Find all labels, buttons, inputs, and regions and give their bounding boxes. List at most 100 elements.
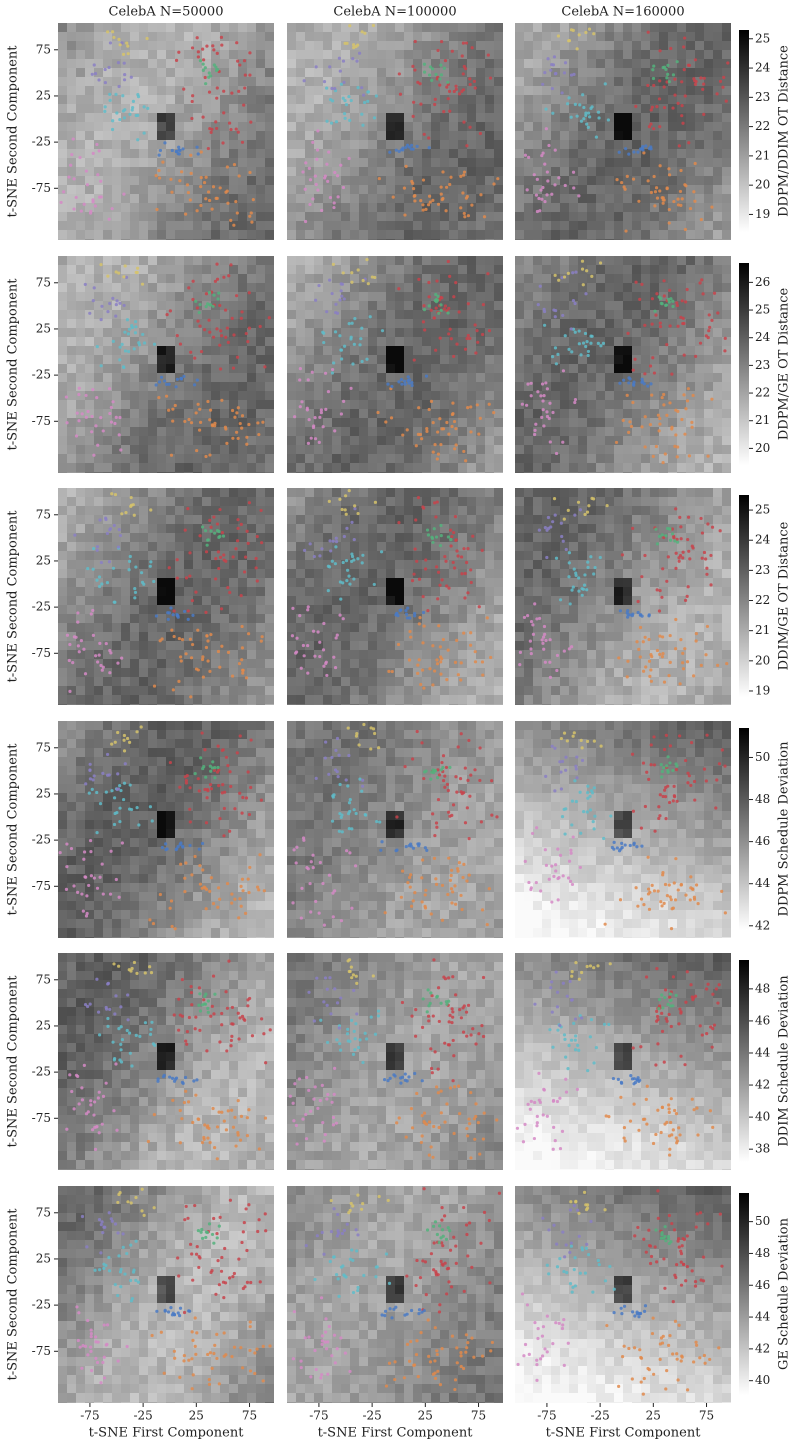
heatmap-cell xyxy=(166,346,175,355)
cluster-point xyxy=(248,171,251,174)
heatmap-cell xyxy=(494,185,503,194)
heatmap-cell xyxy=(211,176,220,185)
heatmap-cell xyxy=(524,68,533,77)
heatmap-cell xyxy=(296,194,305,203)
heatmap-cell xyxy=(139,86,148,95)
heatmap-cell xyxy=(440,50,449,59)
heatmap-cell xyxy=(524,310,533,319)
heatmap-cell xyxy=(175,77,184,86)
cluster-point xyxy=(397,287,400,290)
heatmap-cell xyxy=(359,436,368,445)
cluster-point xyxy=(215,127,218,130)
heatmap-cell xyxy=(341,131,350,140)
cluster-point xyxy=(701,292,704,295)
heatmap-cell xyxy=(542,463,551,472)
cluster-point xyxy=(108,412,111,415)
heatmap-cell xyxy=(431,364,440,373)
cluster-point xyxy=(437,203,440,206)
heatmap-cell xyxy=(395,301,404,310)
cluster-point xyxy=(204,455,207,458)
cluster-point xyxy=(658,125,661,128)
heatmap-cell xyxy=(148,364,157,373)
heatmap-cell xyxy=(314,68,323,77)
heatmap-cell xyxy=(211,319,220,328)
cluster-point xyxy=(542,408,545,411)
heatmap-cell xyxy=(605,400,614,409)
heatmap-cell xyxy=(614,32,623,41)
cluster-point xyxy=(111,207,114,210)
cluster-point xyxy=(165,383,168,386)
heatmap-cell xyxy=(515,149,524,158)
heatmap-cell xyxy=(431,463,440,472)
heatmap-cell xyxy=(112,194,121,203)
heatmap-cell xyxy=(220,194,229,203)
heatmap-cell xyxy=(605,454,614,463)
heatmap-cell xyxy=(632,310,641,319)
cluster-point xyxy=(700,278,703,281)
cluster-point xyxy=(345,103,348,106)
heatmap-cell xyxy=(476,382,485,391)
cluster-point xyxy=(672,200,675,203)
heatmap-cell xyxy=(139,533,148,542)
cluster-point xyxy=(136,114,139,117)
cluster-point xyxy=(438,84,441,87)
cluster-point xyxy=(663,85,666,88)
cluster-point xyxy=(540,198,543,201)
heatmap-cell xyxy=(704,212,713,221)
heatmap-cell xyxy=(112,418,121,427)
heatmap-cell xyxy=(677,41,686,50)
heatmap-cell xyxy=(256,355,265,364)
cluster-point xyxy=(343,99,346,102)
heatmap-cell xyxy=(587,203,596,212)
heatmap-cell xyxy=(668,454,677,463)
cluster-point xyxy=(340,295,343,298)
heatmap-cell xyxy=(58,506,67,515)
cluster-point xyxy=(417,433,420,436)
cluster-point xyxy=(466,406,469,409)
heatmap-cell xyxy=(587,176,596,185)
heatmap-cell xyxy=(341,391,350,400)
heatmap-cell xyxy=(265,149,274,158)
heatmap-cell xyxy=(413,373,422,382)
heatmap-cell xyxy=(94,497,103,506)
heatmap-cell xyxy=(596,409,605,418)
heatmap-cell xyxy=(713,50,722,59)
heatmap-cell xyxy=(659,283,668,292)
heatmap-cell xyxy=(211,167,220,176)
cluster-point xyxy=(567,96,570,99)
cluster-point xyxy=(679,190,682,193)
heatmap-cell xyxy=(524,454,533,463)
heatmap-cell xyxy=(485,301,494,310)
cluster-point xyxy=(356,86,359,89)
cluster-point xyxy=(143,105,146,108)
heatmap-cell xyxy=(551,230,560,239)
heatmap-cell xyxy=(578,158,587,167)
heatmap-cell xyxy=(211,488,220,497)
cluster-point xyxy=(535,193,538,196)
heatmap-cell xyxy=(713,436,722,445)
heatmap-cell xyxy=(184,310,193,319)
heatmap-cell xyxy=(350,176,359,185)
heatmap-cell xyxy=(211,373,220,382)
heatmap-cell xyxy=(359,319,368,328)
heatmap-cell xyxy=(623,355,632,364)
cluster-point xyxy=(107,66,110,69)
cluster-point xyxy=(624,229,627,232)
heatmap-cell xyxy=(229,32,238,41)
cluster-point xyxy=(110,421,113,424)
heatmap-cell xyxy=(560,221,569,230)
heatmap-cell xyxy=(605,382,614,391)
heatmap-cell xyxy=(359,41,368,50)
heatmap-cell xyxy=(623,113,632,122)
cluster-point xyxy=(179,342,182,345)
cluster-point xyxy=(451,50,454,53)
heatmap-cell xyxy=(377,95,386,104)
heatmap-cell xyxy=(377,427,386,436)
cluster-point xyxy=(158,380,161,383)
heatmap-cell xyxy=(686,463,695,472)
heatmap-cell xyxy=(650,301,659,310)
heatmap-cell xyxy=(440,23,449,32)
cluster-point xyxy=(193,357,196,360)
cluster-point xyxy=(400,378,403,381)
heatmap-cell xyxy=(722,140,731,149)
